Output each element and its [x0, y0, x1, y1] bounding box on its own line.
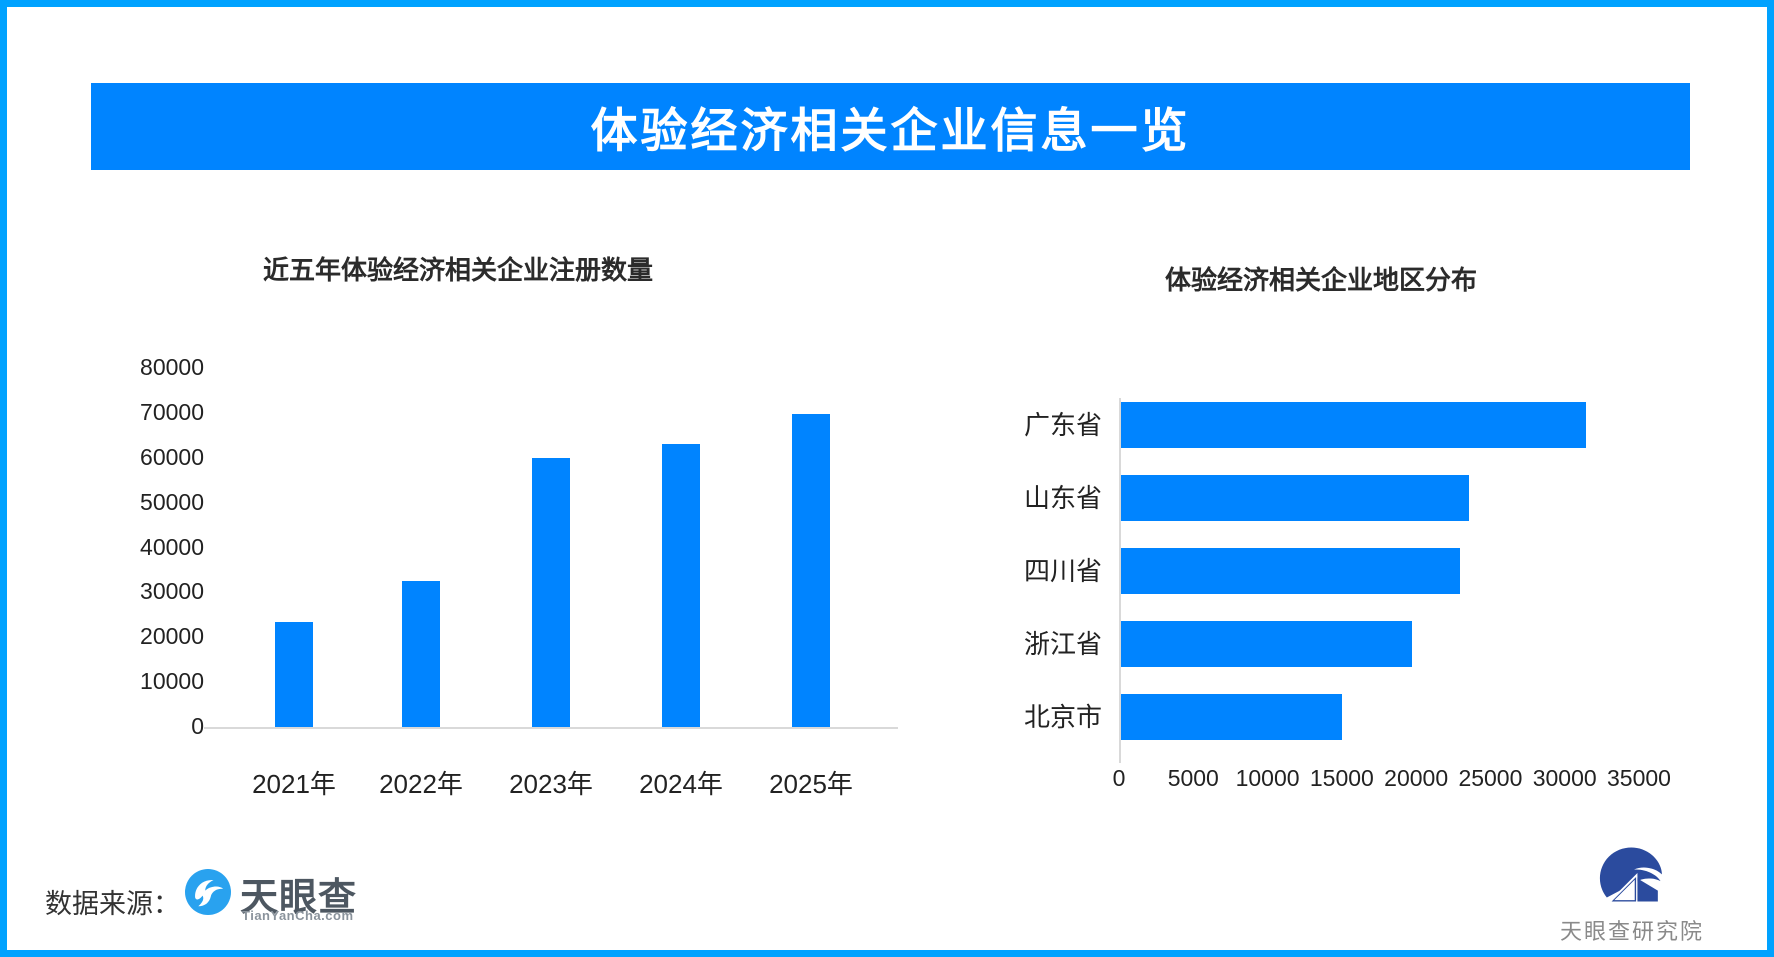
bar-山东省 [1121, 475, 1469, 521]
x-axis-tick-label: 20000 [1384, 765, 1449, 791]
research-institute-logo: 天眼查研究院 [1532, 843, 1732, 946]
right-chart-title: 体验经济相关企业地区分布 [1165, 265, 1478, 295]
y-axis-tick-label: 30000 [140, 578, 204, 605]
bar-浙江省 [1121, 621, 1413, 667]
x-axis-category-label: 2022年 [379, 769, 463, 799]
x-axis-category-label: 2025年 [769, 769, 853, 799]
y-axis-line [1119, 398, 1121, 763]
x-axis-tick-label: 5000 [1167, 765, 1219, 791]
y-axis-category-label: 广东省 [1023, 410, 1102, 440]
x-axis-tick-label: 30000 [1532, 765, 1597, 791]
title-banner: 体验经济相关企业信息一览 [91, 83, 1690, 170]
x-axis-tick-label: 35000 [1607, 765, 1671, 791]
x-axis-tick-label: 0 [1112, 765, 1126, 791]
y-axis-tick-label: 20000 [140, 623, 204, 650]
y-axis-tick-label: 80000 [140, 354, 204, 380]
left-chart-title: 近五年体验经济相关企业注册数量 [263, 255, 654, 285]
bar-2022年 [402, 580, 440, 727]
y-axis-tick-label: 0 [191, 713, 204, 739]
bar-2021年 [275, 621, 313, 727]
y-axis-tick-label: 40000 [140, 533, 204, 560]
x-axis-tick-label: 10000 [1235, 765, 1300, 791]
y-axis-category-label: 浙江省 [1023, 629, 1102, 659]
x-axis-category-label: 2024年 [639, 769, 723, 799]
page-title: 体验经济相关企业信息一览 [590, 104, 1191, 157]
x-axis-tick-label: 25000 [1458, 765, 1523, 791]
tianyancha-domain: TianYanCha.com [242, 908, 354, 923]
bar-广东省 [1121, 402, 1587, 448]
data-source-label: 数据来源： [45, 889, 180, 919]
tianyancha-logo-icon [185, 869, 231, 915]
research-institute-name: 天眼查研究院 [1559, 919, 1704, 944]
y-axis-category-label: 山东省 [1023, 483, 1102, 513]
research-institute-icon [1599, 847, 1662, 903]
y-axis-tick-label: 60000 [140, 443, 204, 470]
tianyancha-wordmark: 天眼查 [240, 877, 358, 919]
x-axis-category-label: 2023年 [509, 769, 593, 799]
x-axis-tick-label: 15000 [1309, 765, 1374, 791]
bar-2024年 [662, 444, 700, 727]
region-distribution-bar-chart: 广东省山东省四川省浙江省北京市 0 5000 10000 15000 20000 25000… [1024, 398, 1671, 791]
bar-2025年 [792, 413, 830, 727]
y-axis-tick-label: 70000 [140, 398, 204, 425]
y-axis-category-label: 四川省 [1023, 556, 1102, 586]
y-axis-tick-label: 10000 [140, 668, 204, 695]
bar-2023年 [532, 458, 570, 727]
registrations-bar-chart: 0 10000 20000 30000 40000 50000 60000 70000 8000… [140, 354, 898, 799]
bar-北京市 [1121, 694, 1343, 740]
y-axis-tick-label: 50000 [140, 488, 204, 515]
bar-四川省 [1121, 548, 1460, 594]
y-axis-category-label: 北京市 [1023, 702, 1102, 732]
x-axis-category-label: 2021年 [252, 769, 336, 799]
x-axis-line [204, 727, 898, 729]
